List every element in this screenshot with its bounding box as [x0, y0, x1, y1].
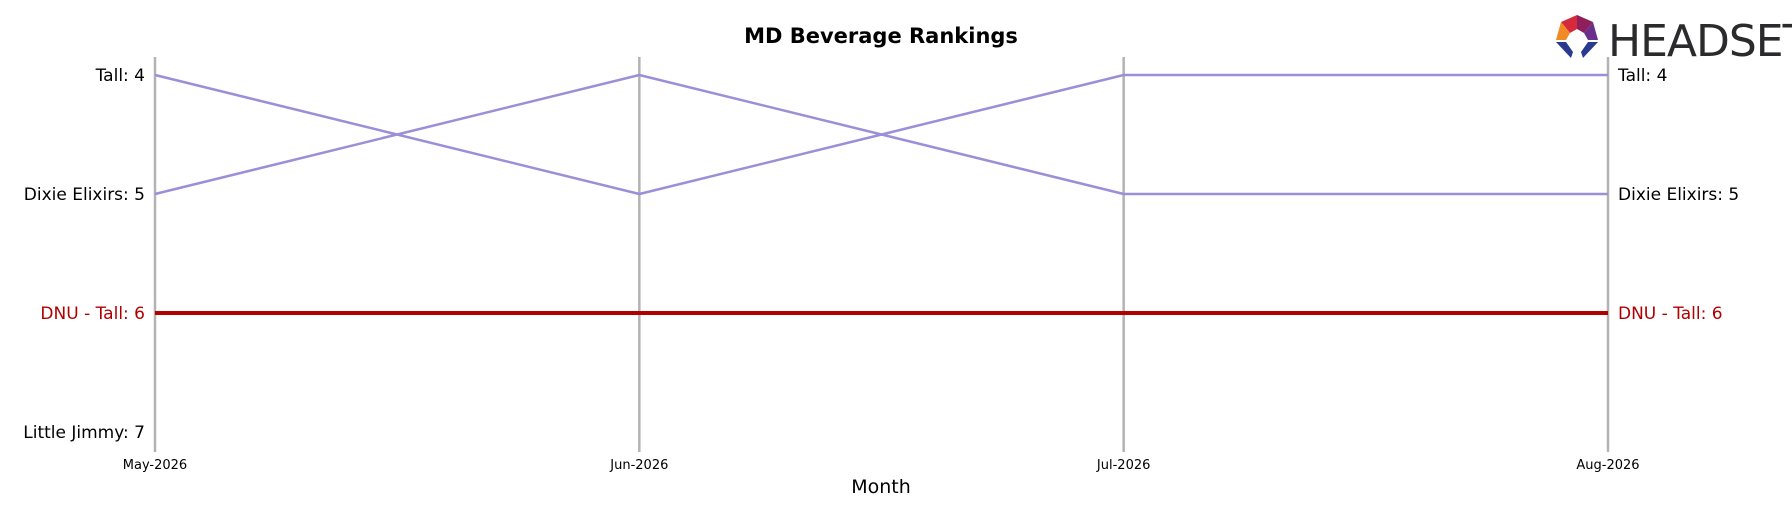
left-rank-label: Little Jimmy: 7: [23, 423, 145, 443]
headset-logo-mark-icon: [1556, 15, 1598, 58]
left-rank-label: DNU - Tall: 6: [40, 304, 145, 324]
x-tick-aug-2026: Aug-2026: [1576, 458, 1639, 473]
headset-logo: HEADSET: [1556, 15, 1792, 67]
series-line-dixie-elixirs: [154, 73, 1608, 196]
rank-labels: Tall: 4 Dixie Elixirs: 5 DNU - Tall: 6 Litt…: [23, 66, 1739, 443]
series-lines: [154, 73, 1608, 315]
x-tick-labels: May-2026 Jun-2026 Jul-2026 Aug-2026: [123, 458, 1640, 473]
left-rank-label: Dixie Elixirs: 5: [24, 185, 145, 205]
x-tick-may-2026: May-2026: [123, 458, 187, 473]
x-tick-jun-2026: Jun-2026: [609, 458, 668, 473]
right-rank-label: Tall: 4: [1617, 66, 1667, 86]
headset-logo-text: HEADSET: [1608, 16, 1792, 67]
x-axis-title: Month: [851, 476, 911, 498]
left-rank-label: Tall: 4: [95, 66, 145, 86]
chart-title: MD Beverage Rankings: [744, 24, 1018, 48]
gridlines: [153, 57, 1610, 452]
right-rank-label: DNU - Tall: 6: [1618, 304, 1723, 324]
right-rank-label: Dixie Elixirs: 5: [1618, 185, 1739, 205]
x-tick-jul-2026: Jul-2026: [1096, 458, 1150, 473]
